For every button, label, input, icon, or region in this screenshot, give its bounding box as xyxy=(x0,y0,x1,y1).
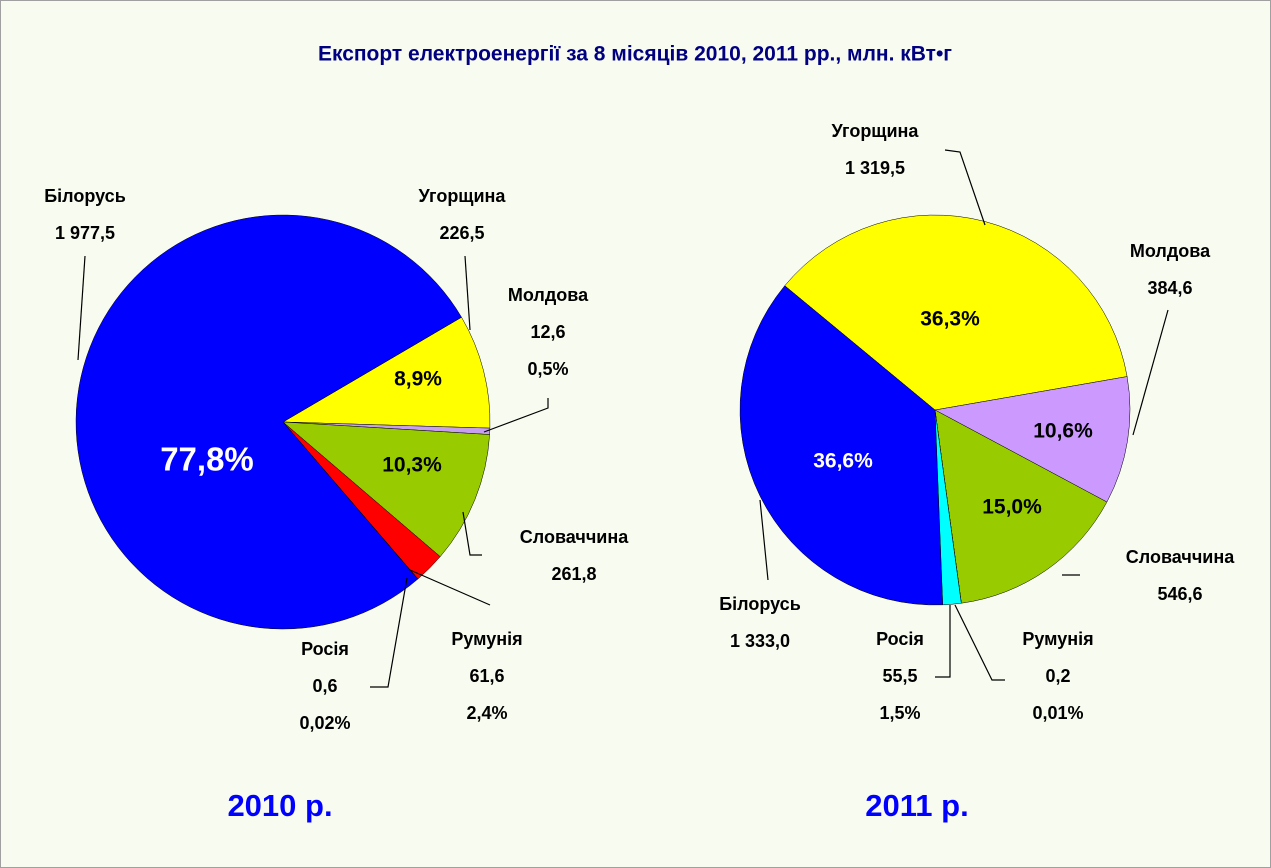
slice-value: 12,6 xyxy=(530,322,565,342)
slice-percent: 1,5% xyxy=(879,703,920,723)
slice-name: Словаччина xyxy=(1126,547,1235,567)
leader-line xyxy=(935,605,951,678)
slice-percent: 10,3% xyxy=(382,454,442,477)
chart-title: Експорт електроенергії за 8 місяців 2010… xyxy=(318,43,952,66)
leader-lines xyxy=(77,149,1169,688)
leader-line xyxy=(77,255,86,361)
slice-percent: 36,3% xyxy=(920,308,980,331)
slice-name: Росія xyxy=(301,639,349,659)
pie-slice xyxy=(739,285,943,606)
slice-name: Румунія xyxy=(451,629,522,649)
slice-name: Молдова xyxy=(508,285,589,305)
slice-percent: 36,6% xyxy=(813,450,873,473)
leader-line xyxy=(944,149,986,226)
pie-title: 2011 р. xyxy=(865,788,968,823)
slice-value: 546,6 xyxy=(1157,584,1202,604)
pie-slice xyxy=(75,214,462,630)
slice-percent: 10,6% xyxy=(1033,420,1093,443)
leader-line xyxy=(1132,309,1169,436)
slice-value: 1 977,5 xyxy=(55,223,115,243)
slice-name: Росія xyxy=(876,629,924,649)
leader-line xyxy=(409,569,491,606)
slice-name: Румунія xyxy=(1022,629,1093,649)
pie-slice xyxy=(784,214,1128,411)
slice-value: 1 333,0 xyxy=(730,631,790,651)
slice-value: 384,6 xyxy=(1147,278,1192,298)
leader-line xyxy=(954,604,1005,681)
pie-slice xyxy=(934,376,1131,503)
slice-percent: 0,5% xyxy=(527,359,568,379)
pie-title: 2010 р. xyxy=(227,788,332,823)
slice-percent: 0,01% xyxy=(1032,703,1083,723)
leader-line xyxy=(759,499,769,581)
slice-value: 1 319,5 xyxy=(845,158,905,178)
slice-name: Словаччина xyxy=(520,527,629,547)
leader-line xyxy=(483,398,549,433)
pie-slice xyxy=(934,409,1108,604)
slice-value: 261,8 xyxy=(551,564,596,584)
leader-line xyxy=(464,255,471,331)
slice-name: Угорщина xyxy=(832,121,920,141)
slice-percent: 2,4% xyxy=(466,703,507,723)
leader-line xyxy=(462,511,482,556)
slice-percent: 77,8% xyxy=(160,441,254,478)
pie-slice xyxy=(282,421,490,557)
slice-percent: 8,9% xyxy=(394,368,442,391)
slice-value: 0,6 xyxy=(312,676,337,696)
slice-name: Молдова xyxy=(1130,241,1211,261)
slice-percent: 15,0% xyxy=(982,496,1042,519)
slice-name: Білорусь xyxy=(719,594,801,614)
slice-value: 61,6 xyxy=(469,666,504,686)
slice-value: 55,5 xyxy=(882,666,917,686)
pie-slice xyxy=(282,316,491,429)
slice-value: 226,5 xyxy=(439,223,484,243)
slice-percent: 0,02% xyxy=(299,713,350,733)
slice-value: 0,2 xyxy=(1045,666,1070,686)
slice-name: Угорщина xyxy=(419,186,507,206)
slice-name: Білорусь xyxy=(44,186,126,206)
leader-line xyxy=(370,577,408,688)
